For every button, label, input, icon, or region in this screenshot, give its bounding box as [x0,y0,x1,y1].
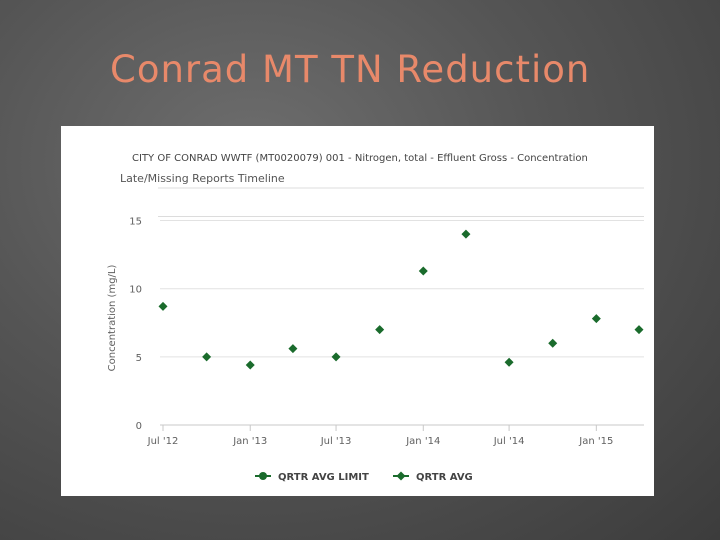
chart-panel: CITY OF CONRAD WWTF (MT0020079) 001 - Ni… [61,126,654,496]
x-tick-label: Jan '13 [232,436,267,447]
y-tick-label: 10 [129,285,142,296]
legend-label: QRTR AVG [416,472,473,483]
y-tick-label: 5 [136,353,142,364]
x-tick-label: Jul '12 [147,436,179,447]
data-point [158,301,168,311]
chart-title: CITY OF CONRAD WWTF (MT0020079) 001 - Ni… [132,153,588,164]
x-tick-label: Jan '15 [578,436,613,447]
x-tick-label: Jul '13 [320,436,352,447]
data-point [418,266,428,276]
axis-layer: 0 5 10 15 Concentration (mg/L) Jul '12 Jan '13… [107,217,613,447]
legend-circle-icon [259,472,267,480]
legend-label: QRTR AVG LIMIT [278,472,369,483]
data-point [548,338,558,348]
data-point [202,352,212,362]
data-point [504,357,514,367]
data-point [634,325,644,335]
data-point [461,229,471,239]
x-tick-label: Jan '14 [405,436,440,447]
legend-diamond-icon [396,471,406,481]
data-point [375,325,385,335]
chart-svg: CITY OF CONRAD WWTF (MT0020079) 001 - Ni… [107,153,644,483]
grid-layer [158,187,644,426]
y-axis-title: Concentration (mg/L) [107,265,118,372]
point-layer [158,229,644,370]
y-tick-label: 0 [136,421,142,432]
data-point [288,344,298,354]
y-tick-label: 15 [129,217,142,228]
slide-title: Conrad MT TN Reduction [110,48,591,91]
data-point [331,352,341,362]
x-tick-label: Jul '14 [493,436,525,447]
chart-subtitle: Late/Missing Reports Timeline [120,172,285,185]
data-point [591,314,601,324]
legend: QRTR AVG LIMIT QRTR AVG [255,471,473,483]
data-point [245,360,255,370]
